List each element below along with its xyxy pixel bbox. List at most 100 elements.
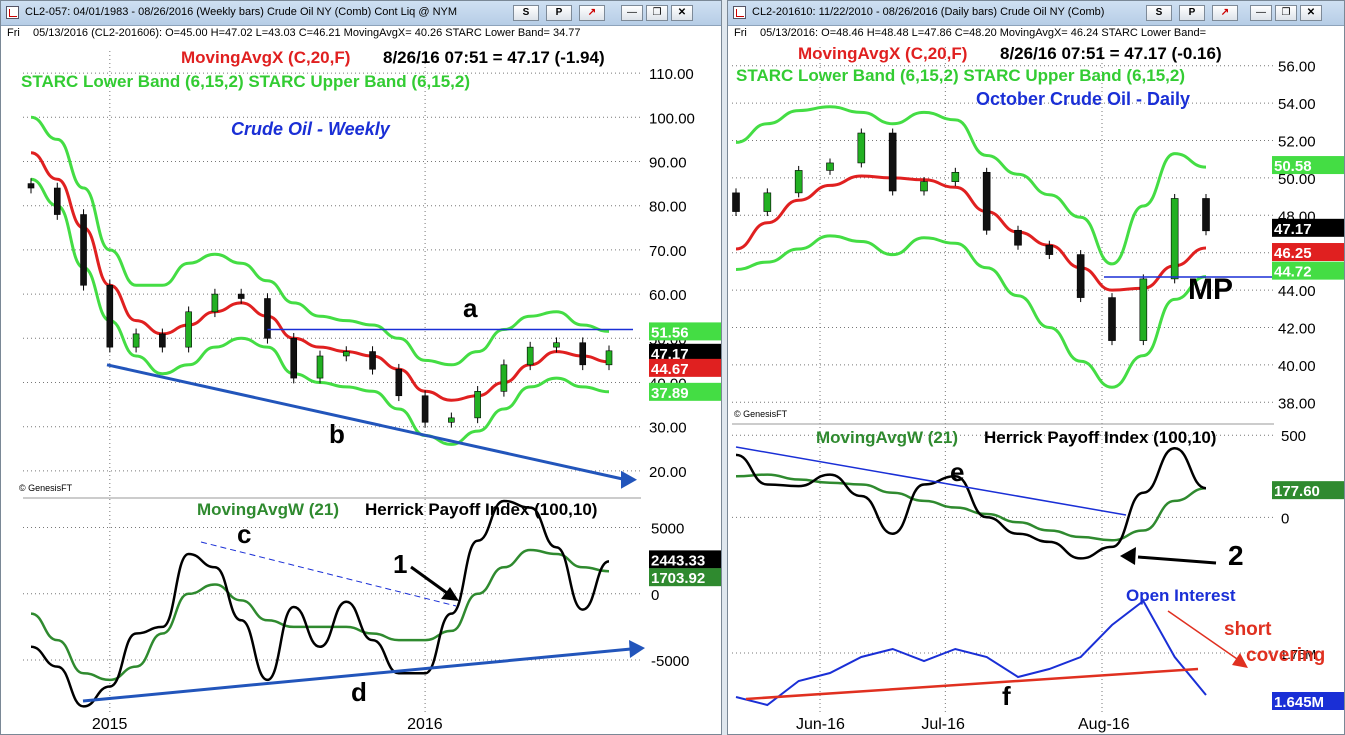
price-y-tick-label: 90.00 (649, 155, 687, 172)
left-chart-window[interactable]: CL2-057: 04/01/1983 - 08/26/2016 (Weekly… (0, 0, 722, 735)
ma-price-tag-bg (1272, 243, 1344, 262)
left-window-title: CL2-057: 04/01/1983 - 08/26/2016 (Weekly… (25, 6, 458, 18)
price-y-tick-label: 44.00 (1278, 283, 1316, 300)
price-y-tick-label: 100.00 (649, 110, 695, 127)
right-chart-window[interactable]: CL2-201610: 11/22/2010 - 08/26/2016 (Dai… (727, 0, 1345, 735)
moving-average-line (30, 151, 610, 402)
hpi-ma-legend: MovingAvgW (21) (197, 500, 339, 519)
price-y-tick-label: 20.00 (649, 464, 687, 481)
right-minimize-icon[interactable]: — (1250, 5, 1272, 21)
daily-price-bar (1108, 297, 1116, 341)
weekly-price-bar (605, 350, 613, 366)
price-y-tick-label: 52.00 (1278, 134, 1316, 151)
downtrend-line-b (106, 363, 627, 482)
right-restore-icon[interactable]: ❐ (1275, 5, 1297, 21)
price-y-tick-label: 40.00 (1278, 358, 1316, 375)
daily-price-bar (982, 171, 991, 231)
annotation-short: short (1224, 619, 1272, 640)
left-restore-icon[interactable]: ❐ (646, 5, 668, 21)
indicator-y-tick-label: 0 (1281, 510, 1289, 527)
hpi-value-tag-bg (649, 550, 721, 569)
weekly-price-bar (342, 351, 350, 357)
downtrend-line-e (735, 446, 1127, 516)
annotation-c: c (237, 519, 251, 549)
hpi-ma-value-tag: 1703.92 (651, 570, 705, 587)
right-chart-canvas[interactable]: 56.0054.0052.0050.0048.0046.0044.0042.00… (728, 1, 1345, 735)
right-close-icon[interactable]: ✕ (1300, 5, 1322, 21)
weekly-price-bar (316, 355, 324, 379)
left-p-button[interactable]: P (546, 5, 572, 21)
price-y-tick-label: 60.00 (649, 287, 687, 304)
starc-lower-band (30, 177, 610, 446)
left-info-bar: Fri 05/13/2016 (CL2-201606): O=45.00 H=4… (1, 25, 721, 41)
annotation-1-arrowhead (441, 587, 459, 601)
ma-price-tag: 44.67 (651, 361, 689, 378)
x-tick-label: 2016 (407, 716, 443, 733)
right-s-button[interactable]: S (1146, 5, 1172, 21)
annotation-2: 2 (1228, 540, 1244, 571)
chart-window-icon[interactable] (6, 6, 19, 19)
left-s-button[interactable]: S (513, 5, 539, 21)
starc-legend: STARC Lower Band (6,15,2) STARC Upper Ba… (21, 72, 470, 91)
daily-price-bar (951, 171, 960, 182)
daily-price-bar (794, 170, 803, 194)
ma-legend: MovingAvgX (C,20,F) (798, 44, 967, 63)
annotation-1: 1 (393, 549, 407, 579)
hpi-value-tag: 2443.33 (651, 552, 705, 569)
left-info-text: 05/13/2016 (CL2-201606): O=45.00 H=47.02… (33, 27, 581, 39)
left-popout-icon[interactable]: ↗ (579, 5, 605, 21)
open-interest-label: Open Interest (1126, 586, 1236, 605)
x-tick-label: Aug-16 (1078, 716, 1130, 733)
hpi-value-tag: 177.60 (1274, 483, 1320, 500)
indicator-y-tick-label: 500 (1281, 428, 1306, 445)
upper-band-tag: 50.58 (1274, 158, 1312, 175)
annotation-2-arrow (1137, 555, 1217, 565)
downtrend-arrowhead (621, 470, 637, 489)
weekly-price-bar (500, 364, 508, 392)
upper-band-tag: 51.56 (651, 324, 689, 341)
weekly-price-bar (526, 346, 534, 366)
upper-band-tag-bg (1272, 156, 1344, 175)
upper-band-tag-bg (649, 322, 721, 341)
annotation-2-arrowhead (1120, 547, 1136, 565)
price-y-tick-label: 110.00 (649, 66, 694, 83)
uptrend-line-d (82, 647, 632, 703)
x-tick-label: Jul-16 (921, 716, 965, 733)
daily-price-bar (1139, 278, 1148, 341)
x-tick-label: 2015 (92, 716, 128, 733)
chart-title: October Crude Oil - Daily (976, 89, 1190, 109)
left-minimize-icon[interactable]: — (621, 5, 643, 21)
ma-price-tag: 46.25 (1274, 245, 1312, 262)
price-stamp: 8/26/16 07:51 = 47.17 (-1.94) (383, 48, 605, 67)
weekly-price-bar (264, 298, 271, 339)
close-price-tag-bg (649, 343, 721, 362)
daily-price-bar (1202, 198, 1210, 232)
genesis-watermark: © GenesisFT (19, 483, 73, 493)
left-title-bar[interactable]: CL2-057: 04/01/1983 - 08/26/2016 (Weekly… (1, 1, 721, 26)
close-price-tag-bg (1272, 218, 1344, 237)
daily-price-bar (732, 192, 740, 212)
weekly-price-bar (579, 342, 587, 366)
daily-price-bar (1076, 254, 1085, 298)
price-y-tick-label: 70.00 (649, 243, 687, 260)
left-chart-canvas[interactable]: 110.00100.0090.0080.0070.0060.0050.0040.… (1, 1, 722, 735)
starc-lower-band (735, 234, 1207, 389)
lower-band-tag: 44.72 (1274, 264, 1312, 281)
right-popout-icon[interactable]: ↗ (1212, 5, 1238, 21)
daily-price-bar (1170, 198, 1179, 280)
chart-window-icon[interactable] (733, 6, 746, 19)
right-p-button[interactable]: P (1179, 5, 1205, 21)
genesis-watermark: © GenesisFT (734, 409, 788, 419)
weekly-price-bar (553, 342, 560, 348)
weekly-price-bar (237, 293, 245, 299)
right-title-bar[interactable]: CL2-201610: 11/22/2010 - 08/26/2016 (Dai… (728, 1, 1344, 26)
price-stamp: 8/26/16 07:51 = 47.17 (-0.16) (1000, 44, 1222, 63)
annotation-f: f (1002, 681, 1011, 711)
indicator-y-tick-label: 5000 (651, 521, 684, 538)
hpi-moving-average-line (30, 548, 610, 682)
indicator-y-tick-label: -5000 (651, 653, 689, 670)
open-interest-line (735, 599, 1207, 707)
lower-band-tag-bg (649, 382, 721, 401)
left-close-icon[interactable]: ✕ (671, 5, 693, 21)
herrick-payoff-line (30, 499, 610, 708)
